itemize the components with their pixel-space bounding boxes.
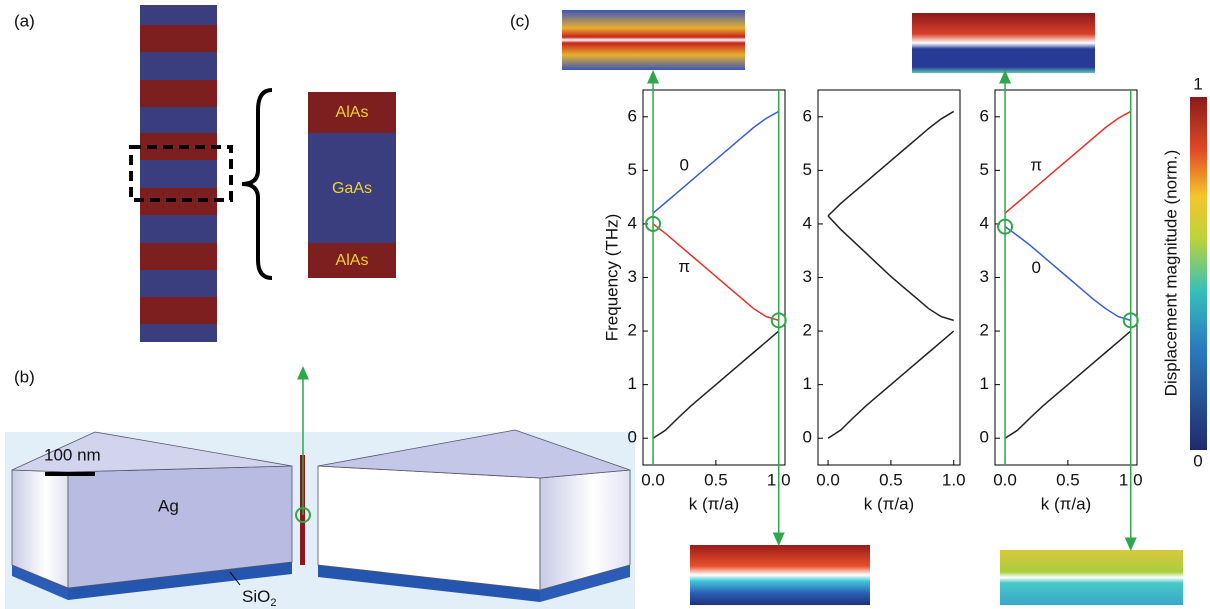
x-axis-label: k (π/a) xyxy=(689,494,739,513)
y-tick-label: 2 xyxy=(980,321,989,340)
y-tick-label: 0 xyxy=(980,428,989,447)
y-axis-label: Frequency (THz) xyxy=(602,214,621,342)
x-tick-label: 0.0 xyxy=(641,470,665,489)
y-tick-label: 4 xyxy=(628,213,637,232)
x-axis-label: k (π/a) xyxy=(1041,494,1091,513)
mode-images xyxy=(562,10,1183,605)
band-curve xyxy=(828,216,954,320)
y-tick-label: 1 xyxy=(803,374,812,393)
plot-frame xyxy=(643,90,785,465)
y-tick-label: 5 xyxy=(628,160,637,179)
y-tick-label: 0 xyxy=(803,428,812,447)
y-tick-label: 3 xyxy=(628,267,637,286)
y-tick-label: 2 xyxy=(803,321,812,340)
y-tick-label: 0 xyxy=(628,428,637,447)
band-label: 0 xyxy=(1031,258,1040,277)
superlattice xyxy=(131,5,396,342)
layer-label: GaAs xyxy=(332,180,372,197)
colorbar-title: Displacement magnitude (norm.) xyxy=(1161,150,1180,397)
y-tick-label: 6 xyxy=(803,106,812,125)
y-tick-label: 6 xyxy=(628,106,637,125)
y-tick-label: 4 xyxy=(980,213,989,232)
colorbar-tick-label: 1 xyxy=(1193,74,1202,93)
x-tick-label: 0.5 xyxy=(1056,470,1080,489)
band-label: π xyxy=(678,257,690,276)
metal-label: Ag xyxy=(158,496,179,515)
panel-label: (c) xyxy=(510,11,530,30)
x-tick-label: 0.0 xyxy=(993,470,1017,489)
y-tick-label: 1 xyxy=(628,374,637,393)
layer-label: AlAs xyxy=(336,104,369,121)
band-curve xyxy=(1005,111,1131,213)
layer-label: AlAs xyxy=(336,252,369,269)
x-axis-label: k (π/a) xyxy=(864,494,914,513)
band-label: π xyxy=(1030,155,1042,174)
band-curve xyxy=(653,331,779,438)
plot-frame xyxy=(818,90,960,465)
substrate-sub: 2 xyxy=(270,597,276,609)
device xyxy=(5,372,635,609)
y-tick-label: 5 xyxy=(803,160,812,179)
band-label: 0 xyxy=(679,155,688,174)
x-tick-label: 1.0 xyxy=(942,470,966,489)
x-tick-label: 0.5 xyxy=(879,470,903,489)
plot-frame xyxy=(995,90,1137,465)
figure: (a) (b) (c) AlAs GaAs AlAs 1 xyxy=(0,0,1210,609)
panel-label: (a) xyxy=(14,11,35,30)
substrate-text: SiO xyxy=(242,587,270,606)
band-curve xyxy=(1005,331,1131,438)
y-tick-label: 1 xyxy=(980,374,989,393)
scale-label: 100 nm xyxy=(44,445,101,464)
y-tick-label: 4 xyxy=(803,213,812,232)
y-tick-label: 3 xyxy=(980,267,989,286)
y-tick-label: 6 xyxy=(980,106,989,125)
x-tick-label: 0.5 xyxy=(704,470,728,489)
band-curve xyxy=(828,111,954,215)
band-curve xyxy=(653,111,779,213)
y-tick-label: 3 xyxy=(803,267,812,286)
panel-label: (b) xyxy=(14,367,35,386)
y-tick-label: 5 xyxy=(980,160,989,179)
colorbar-tick-label: 0 xyxy=(1193,451,1202,470)
y-tick-label: 2 xyxy=(628,321,637,340)
band-curve xyxy=(828,331,954,438)
band-curve xyxy=(653,224,779,320)
x-tick-label: 0.0 xyxy=(816,470,840,489)
band-curve xyxy=(1005,227,1131,321)
colorbar xyxy=(1190,97,1207,450)
